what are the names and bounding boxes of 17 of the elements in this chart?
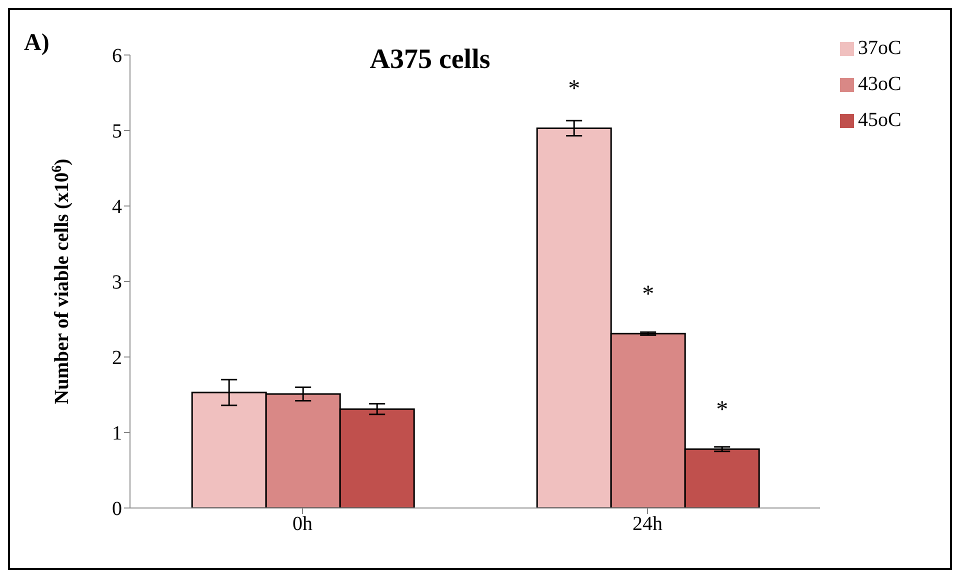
y-tick-label: 0 <box>112 498 122 520</box>
chart-title: A375 cells <box>370 44 490 75</box>
legend-label: 43oC <box>858 73 902 95</box>
text: A) <box>24 30 50 56</box>
y-tick-label: 1 <box>112 422 122 445</box>
y-tick-label: 6 <box>112 45 122 68</box>
y-tick-label: 2 <box>112 347 122 370</box>
x-tick-label: 24h <box>632 513 662 536</box>
y-tick-label: 5 <box>112 120 122 143</box>
y-tick-label: 4 <box>112 196 122 218</box>
data-label: * <box>716 397 728 424</box>
legend-label: 45oC <box>858 109 902 131</box>
legend-label: 37oC <box>858 37 902 59</box>
data-label: * <box>642 282 654 308</box>
x-tick-label: 0h <box>292 513 312 536</box>
y-tick-label: 3 <box>112 272 122 294</box>
data-label: * <box>568 76 580 102</box>
